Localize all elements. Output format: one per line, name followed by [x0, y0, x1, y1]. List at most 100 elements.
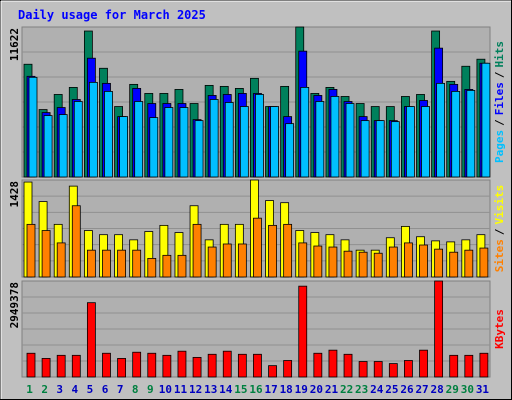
- bar: [419, 244, 428, 278]
- bar: [388, 363, 398, 378]
- bar: [253, 353, 262, 378]
- bar: [86, 249, 96, 278]
- x-tick-label: 8: [132, 383, 139, 396]
- chart-title: Daily usage for March 2025: [18, 8, 206, 22]
- bar: [343, 250, 353, 278]
- bar: [207, 353, 217, 378]
- bar: [222, 350, 232, 378]
- bar: [222, 243, 232, 278]
- bar: [102, 249, 111, 278]
- legend-entry: Visits: [493, 185, 506, 225]
- bar: [406, 106, 415, 178]
- bar: [179, 107, 189, 178]
- bar: [26, 352, 36, 378]
- bar: [313, 245, 323, 278]
- bar: [73, 101, 83, 178]
- legend-entry: Sites: [493, 239, 506, 272]
- bar: [71, 354, 81, 378]
- bar: [132, 249, 142, 278]
- bar: [436, 82, 446, 178]
- legend-separator: /: [493, 71, 506, 78]
- bar: [421, 106, 430, 178]
- x-tick-label: 2: [41, 383, 48, 396]
- bar: [345, 103, 355, 178]
- x-tick-label: 25: [385, 383, 398, 396]
- bar: [28, 76, 38, 178]
- bar: [41, 358, 51, 378]
- bar: [119, 116, 128, 178]
- bar: [192, 223, 202, 278]
- bar: [41, 230, 51, 278]
- bar: [283, 360, 293, 378]
- x-tick-label: 11: [174, 383, 188, 396]
- x-tick-label: 16: [249, 383, 263, 396]
- bar: [149, 117, 159, 178]
- bar: [464, 249, 474, 278]
- bar: [270, 106, 279, 178]
- x-tick-label: 6: [102, 383, 109, 396]
- bar: [209, 99, 219, 178]
- bar: [373, 252, 383, 278]
- bar: [102, 352, 111, 378]
- x-tick-label: 31: [476, 383, 490, 396]
- bar: [237, 353, 247, 378]
- bar: [298, 285, 308, 378]
- bar: [449, 354, 459, 378]
- bar: [434, 248, 444, 278]
- bar: [194, 120, 204, 178]
- bar: [328, 349, 338, 378]
- bar: [360, 120, 370, 178]
- x-tick-label: 10: [159, 383, 172, 396]
- bar: [434, 280, 444, 378]
- x-tick-label: 28: [431, 383, 444, 396]
- legend: KBytes: [493, 309, 506, 349]
- y-tick-label: 2949378: [8, 282, 21, 328]
- x-tick-label: 21: [325, 383, 339, 396]
- bar: [253, 217, 262, 278]
- bar: [207, 246, 217, 278]
- y-tick-label: 11622: [8, 28, 21, 61]
- x-tick-label: 18: [280, 383, 293, 396]
- x-tick-label: 19: [295, 383, 308, 396]
- bar: [419, 349, 428, 378]
- x-tick-label: 20: [310, 383, 323, 396]
- bar: [404, 360, 413, 378]
- x-tick-label: 24: [370, 383, 384, 396]
- bar: [162, 354, 172, 378]
- bar: [147, 257, 157, 278]
- bar: [285, 123, 295, 178]
- bar: [58, 114, 68, 178]
- bar: [300, 87, 310, 178]
- bar: [373, 361, 383, 378]
- legend-entry: KBytes: [493, 309, 506, 349]
- x-tick-label: 23: [355, 383, 368, 396]
- bar: [388, 246, 398, 278]
- x-tick-label: 9: [147, 383, 154, 396]
- legend-entry: Pages: [493, 130, 506, 163]
- bar: [43, 115, 53, 178]
- bar: [117, 249, 126, 278]
- bar: [255, 94, 264, 178]
- bar: [479, 247, 489, 278]
- x-tick-label: 1: [26, 383, 33, 396]
- bar: [466, 90, 476, 178]
- bar: [147, 352, 157, 378]
- legend: Pages / Files / Hits: [493, 41, 506, 163]
- bar: [283, 223, 293, 278]
- bar: [237, 243, 247, 278]
- bar: [56, 242, 66, 278]
- x-tick-label: 3: [56, 383, 63, 396]
- legend-entry: Hits: [493, 41, 506, 68]
- bar: [375, 120, 385, 178]
- x-tick-label: 26: [400, 383, 414, 396]
- bar: [315, 101, 325, 178]
- bar: [239, 106, 249, 178]
- bar: [56, 354, 66, 378]
- x-tick-label: 4: [72, 383, 79, 396]
- legend: Sites / Visits: [493, 185, 506, 273]
- bar: [464, 354, 474, 378]
- bar: [404, 242, 413, 278]
- bar: [177, 350, 187, 378]
- bar: [164, 107, 174, 178]
